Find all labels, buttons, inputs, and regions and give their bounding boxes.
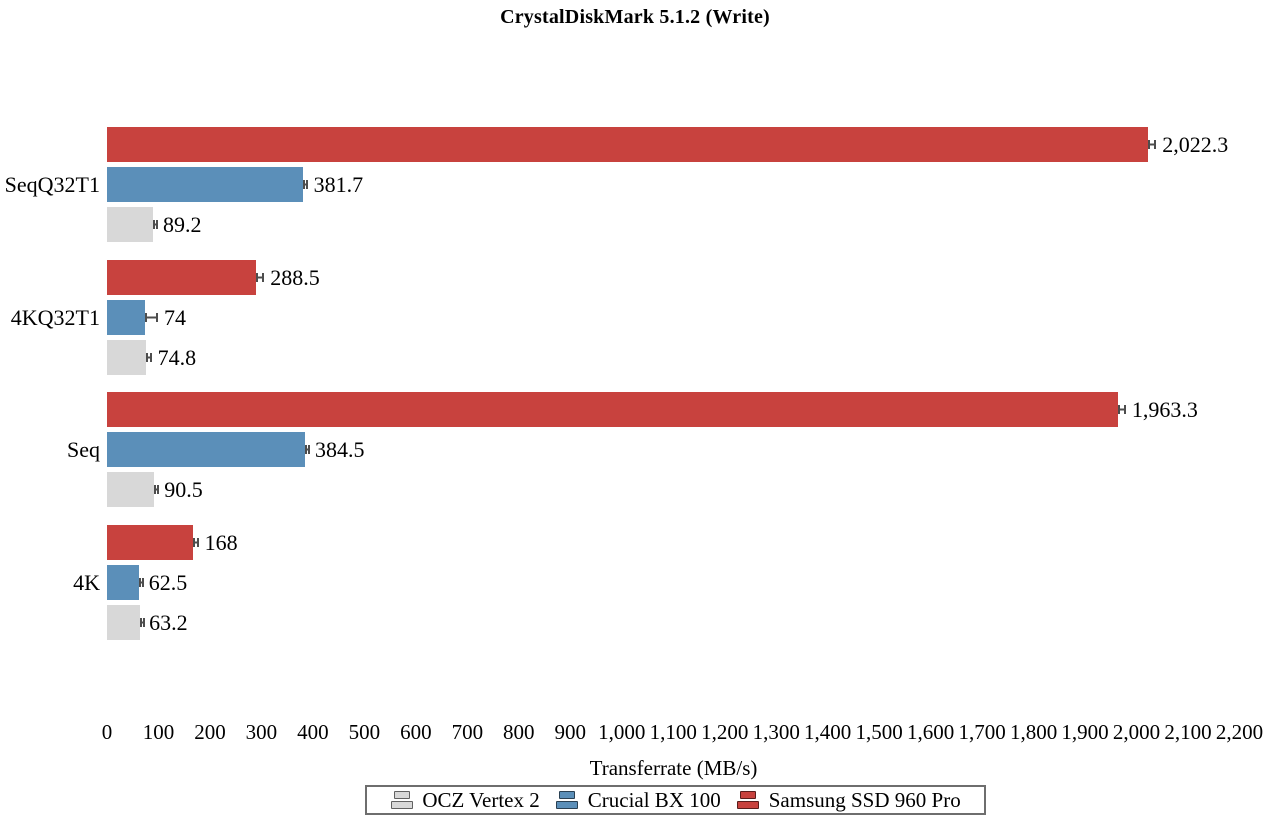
error-bar-samsung-ssd-960-pro-seq xyxy=(1117,405,1126,414)
error-bar-crucial-bx-100-4kq32t1 xyxy=(145,312,158,322)
x-tick-900: 900 xyxy=(554,720,587,744)
bar-crucial-bx-100-4k xyxy=(107,564,140,600)
value-label-crucial-bx-100-seq: 384.5 xyxy=(315,437,365,462)
bar-ocz-vertex-2-4kq32t1 xyxy=(107,339,146,375)
value-label-crucial-bx-100-seqq32t1: 381.7 xyxy=(313,172,364,197)
x-tick-200: 200 xyxy=(194,720,226,744)
category-label-4k: 4K xyxy=(73,569,100,595)
x-tick-1300: 1,300 xyxy=(752,720,800,744)
x-tick-2000: 2,000 xyxy=(1112,720,1161,744)
x-tick-1000: 1,000 xyxy=(598,720,646,744)
error-bar-samsung-ssd-960-pro-seqq32t1 xyxy=(1148,140,1157,149)
value-label-samsung-ssd-960-pro-4k: 168 xyxy=(204,529,238,555)
legend-item-ocz-vertex-2: OCZ Vertex 2 xyxy=(390,787,540,813)
value-label-samsung-ssd-960-pro-seq: 1,963.3 xyxy=(1131,397,1198,422)
chart-title: CrystalDiskMark 5.1.2 (Write) xyxy=(500,6,770,28)
bar-ocz-vertex-2-seqq32t1 xyxy=(107,207,153,242)
value-label-ocz-vertex-2-4k: 63.2 xyxy=(149,609,188,635)
value-label-ocz-vertex-2-seqq32t1: 89.2 xyxy=(163,212,202,237)
error-bar-crucial-bx-100-seqq32t1 xyxy=(303,180,309,189)
value-label-crucial-bx-100-4k: 62.5 xyxy=(148,569,188,595)
legend-box: OCZ Vertex 2 Crucial BX 100 Samsung SSD 96… xyxy=(365,785,986,815)
legend-item-crucial-bx-100: Crucial BX 100 xyxy=(556,788,721,813)
error-bar-ocz-vertex-2-seqq32t1 xyxy=(152,220,158,229)
swatch-bar-top xyxy=(393,791,410,799)
legend-label-samsung-ssd-960-pro: Samsung SSD 960 Pro xyxy=(768,787,961,812)
x-tick-600: 600 xyxy=(400,720,432,744)
error-bar-ocz-vertex-2-seq xyxy=(153,485,159,494)
x-tick-1900: 1,900 xyxy=(1061,720,1109,744)
x-tick-300: 300 xyxy=(245,720,278,744)
swatch-bar-bottom xyxy=(556,801,579,809)
x-tick-1600: 1,600 xyxy=(906,720,955,744)
x-tick-1800: 1,800 xyxy=(1009,720,1058,744)
error-bar-samsung-ssd-960-pro-4k xyxy=(193,537,199,547)
x-tick-1500: 1,500 xyxy=(855,720,903,744)
x-tick-1400: 1,400 xyxy=(804,720,852,744)
error-bar-crucial-bx-100-4k xyxy=(139,577,145,587)
x-axis-title: Transferrate (MB/s) xyxy=(589,756,758,780)
bar-samsung-ssd-960-pro-4kq32t1 xyxy=(107,259,256,295)
bar-ocz-vertex-2-4k xyxy=(107,604,140,640)
category-label-seqq32t1: SeqQ32T1 xyxy=(4,172,100,197)
legend-item-samsung-ssd-960-pro: Samsung SSD 960 Pro xyxy=(737,788,961,813)
value-label-ocz-vertex-2-4kq32t1: 74.8 xyxy=(157,344,197,370)
bar-samsung-ssd-960-pro-seqq32t1 xyxy=(107,127,1148,162)
x-tick-1200: 1,200 xyxy=(701,720,749,744)
x-tick-2100: 2,100 xyxy=(1164,720,1212,744)
error-bar-ocz-vertex-2-4kq32t1 xyxy=(145,352,152,362)
value-label-samsung-ssd-960-pro-4kq32t1: 288.5 xyxy=(270,264,320,290)
x-tick-1100: 1,100 xyxy=(649,720,697,744)
category-label-seq: Seq xyxy=(67,437,100,462)
legend-swatch-icon-crucial-bx-100 xyxy=(556,790,579,810)
value-label-crucial-bx-100-4kq32t1: 74 xyxy=(163,304,186,330)
x-tick-2200: 2,200 xyxy=(1215,720,1264,744)
category-label-4kq32t1: 4KQ32T1 xyxy=(10,304,100,330)
legend-swatch-icon-ocz-vertex-2 xyxy=(390,790,413,810)
legend-label-ocz-vertex-2: OCZ Vertex 2 xyxy=(422,787,540,812)
legend-swatch-icon-samsung-ssd-960-pro xyxy=(737,790,760,810)
value-label-samsung-ssd-960-pro-seqq32t1: 2,022.3 xyxy=(1162,132,1229,157)
x-tick-100: 100 xyxy=(142,720,175,744)
value-label-ocz-vertex-2-seq: 90.5 xyxy=(164,477,203,502)
bar-crucial-bx-100-seqq32t1 xyxy=(107,167,304,202)
swatch-bar-bottom xyxy=(737,801,760,809)
bar-crucial-bx-100-seq xyxy=(107,432,305,467)
x-tick-0: 0 xyxy=(101,720,113,744)
legend-label-crucial-bx-100: Crucial BX 100 xyxy=(587,787,721,812)
bar-ocz-vertex-2-seq xyxy=(107,472,154,507)
x-tick-800: 800 xyxy=(503,720,535,744)
bar-samsung-ssd-960-pro-seq xyxy=(107,392,1118,427)
bar-samsung-ssd-960-pro-4k xyxy=(107,524,194,560)
x-tick-500: 500 xyxy=(348,720,381,744)
x-tick-400: 400 xyxy=(297,720,329,744)
error-bar-crucial-bx-100-seq xyxy=(304,445,310,454)
swatch-bar-top xyxy=(559,791,576,799)
swatch-bar-top xyxy=(740,791,757,799)
x-tick-1700: 1,700 xyxy=(958,720,1006,744)
error-bar-ocz-vertex-2-4k xyxy=(139,617,145,627)
x-tick-700: 700 xyxy=(451,720,484,744)
bar-crucial-bx-100-4kq32t1 xyxy=(107,299,146,335)
swatch-bar-bottom xyxy=(390,801,413,809)
error-bar-samsung-ssd-960-pro-4kq32t1 xyxy=(255,272,265,282)
